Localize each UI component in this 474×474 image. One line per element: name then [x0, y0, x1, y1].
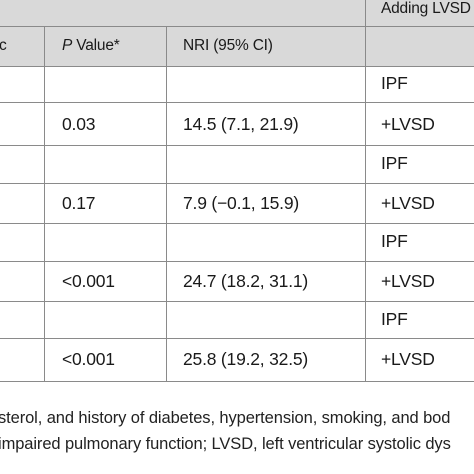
- header-rule: [0, 26, 474, 27]
- group-header-adding-lvsd: Adding LVSD: [381, 0, 471, 17]
- row-divider: [0, 338, 474, 339]
- model-cell: IPF: [381, 231, 408, 251]
- row-divider: [0, 261, 474, 262]
- col0-header-fragment: c: [0, 37, 7, 54]
- row-divider: [0, 145, 474, 146]
- table-bottom-rule: [0, 381, 474, 382]
- model-cell: IPF: [381, 73, 408, 93]
- pvalue-cell: 0.03: [62, 114, 96, 134]
- model-cell: IPF: [381, 309, 408, 329]
- column-divider: [44, 27, 45, 381]
- model-cell: IPF: [381, 153, 408, 173]
- pvalue-header: P Value*: [62, 37, 120, 55]
- row-divider: [0, 183, 474, 184]
- model-cell: +LVSD: [381, 114, 435, 134]
- row-divider: [0, 102, 474, 103]
- pvalue-header-rest: Value*: [72, 37, 120, 54]
- header-column-band: [0, 27, 474, 66]
- row-divider: [0, 223, 474, 224]
- nri-cell: 25.8 (19.2, 32.5): [183, 349, 309, 369]
- row-divider: [0, 301, 474, 302]
- pvalue-cell: <0.001: [62, 349, 115, 369]
- footnote-line-1: sterol, and history of diabetes, hyperte…: [0, 409, 451, 427]
- footnote-line-2: impaired pulmonary function; LVSD, left …: [0, 435, 451, 453]
- nri-cell: 14.5 (7.1, 21.9): [183, 114, 299, 134]
- model-cell: +LVSD: [381, 271, 435, 291]
- pvalue-cell: 0.17: [62, 193, 96, 213]
- header-group-band: [0, 0, 474, 26]
- column-divider: [365, 0, 366, 381]
- nri-cell: 7.9 (−0.1, 15.9): [183, 193, 299, 213]
- pvalue-header-italic: P: [62, 37, 73, 54]
- model-cell: +LVSD: [381, 193, 435, 213]
- nri-header: NRI (95% CI): [183, 37, 273, 54]
- pvalue-cell: <0.001: [62, 271, 115, 291]
- model-cell: +LVSD: [381, 349, 435, 369]
- column-divider: [166, 27, 167, 381]
- nri-cell: 24.7 (18.2, 31.1): [183, 271, 309, 291]
- header-bottom-rule: [0, 66, 474, 67]
